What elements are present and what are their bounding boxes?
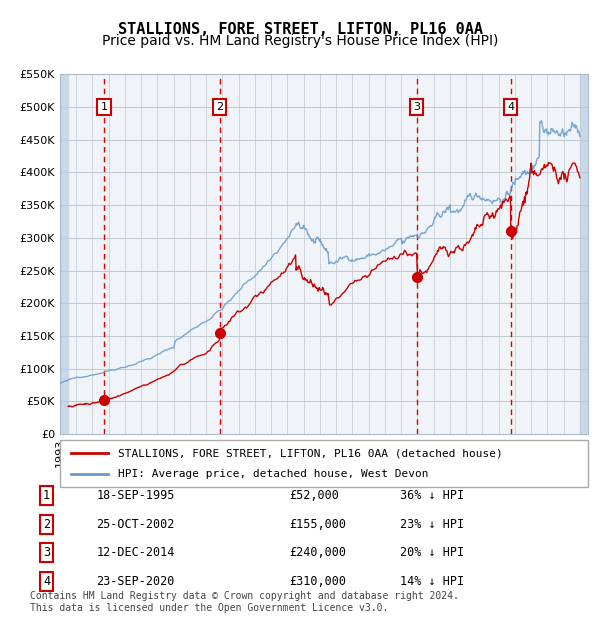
Bar	[60, 74, 68, 434]
Text: Contains HM Land Registry data © Crown copyright and database right 2024.
This d: Contains HM Land Registry data © Crown c…	[30, 591, 459, 613]
Text: £310,000: £310,000	[289, 575, 346, 588]
Text: 12-DEC-2014: 12-DEC-2014	[96, 546, 175, 559]
Text: £155,000: £155,000	[289, 518, 346, 531]
Text: 3: 3	[43, 546, 50, 559]
Text: STALLIONS, FORE STREET, LIFTON, PL16 0AA: STALLIONS, FORE STREET, LIFTON, PL16 0AA	[118, 22, 482, 37]
Text: £240,000: £240,000	[289, 546, 346, 559]
Text: 1: 1	[101, 102, 107, 112]
FancyBboxPatch shape	[60, 440, 588, 487]
Text: HPI: Average price, detached house, West Devon: HPI: Average price, detached house, West…	[118, 469, 428, 479]
Text: £52,000: £52,000	[289, 489, 340, 502]
Bar	[580, 74, 588, 434]
Text: 14% ↓ HPI: 14% ↓ HPI	[400, 575, 464, 588]
Text: 18-SEP-1995: 18-SEP-1995	[96, 489, 175, 502]
Text: 3: 3	[413, 102, 420, 112]
Text: 36% ↓ HPI: 36% ↓ HPI	[400, 489, 464, 502]
Text: 23-SEP-2020: 23-SEP-2020	[96, 575, 175, 588]
Text: 4: 4	[507, 102, 514, 112]
Text: 2: 2	[216, 102, 223, 112]
Text: Price paid vs. HM Land Registry's House Price Index (HPI): Price paid vs. HM Land Registry's House …	[102, 34, 498, 48]
Text: 1: 1	[43, 489, 50, 502]
Text: 23% ↓ HPI: 23% ↓ HPI	[400, 518, 464, 531]
Text: 25-OCT-2002: 25-OCT-2002	[96, 518, 175, 531]
Text: STALLIONS, FORE STREET, LIFTON, PL16 0AA (detached house): STALLIONS, FORE STREET, LIFTON, PL16 0AA…	[118, 448, 503, 458]
Text: 20% ↓ HPI: 20% ↓ HPI	[400, 546, 464, 559]
Text: 2: 2	[43, 518, 50, 531]
Text: 4: 4	[43, 575, 50, 588]
